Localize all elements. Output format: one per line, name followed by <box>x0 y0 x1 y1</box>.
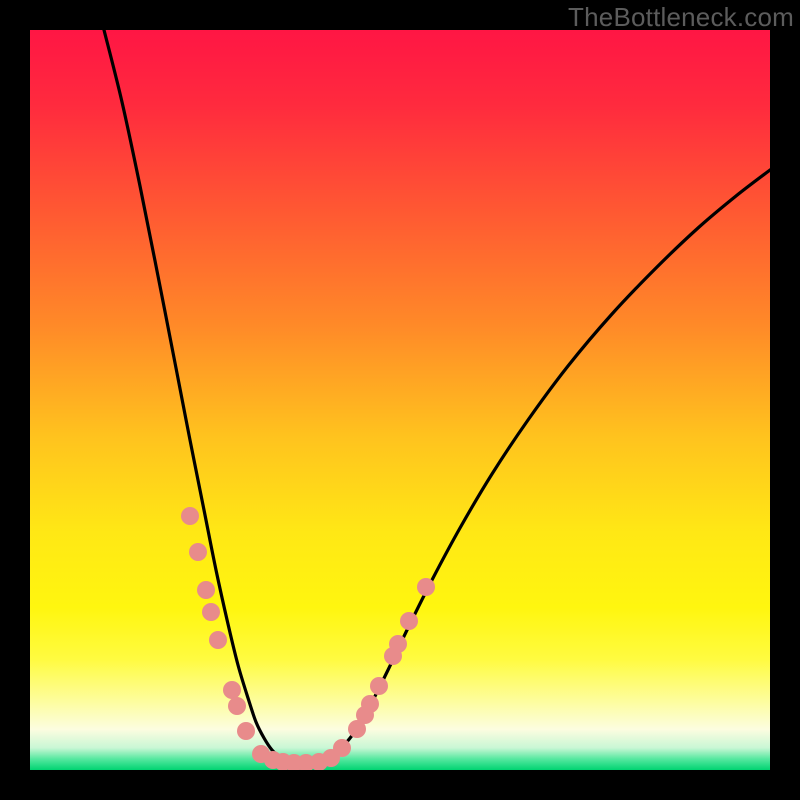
marker-point <box>417 578 435 596</box>
marker-point <box>189 543 207 561</box>
marker-point <box>223 681 241 699</box>
curve-layer <box>30 30 770 770</box>
chart-frame: TheBottleneck.com <box>0 0 800 800</box>
markers-group <box>181 507 435 770</box>
marker-point <box>400 612 418 630</box>
marker-point <box>237 722 255 740</box>
plot-area <box>30 30 770 770</box>
bottleneck-curve <box>104 30 770 764</box>
marker-point <box>228 697 246 715</box>
marker-point <box>202 603 220 621</box>
marker-point <box>389 635 407 653</box>
marker-point <box>181 507 199 525</box>
marker-point <box>361 695 379 713</box>
marker-point <box>197 581 215 599</box>
marker-point <box>370 677 388 695</box>
marker-point <box>333 739 351 757</box>
watermark-text: TheBottleneck.com <box>568 2 794 33</box>
marker-point <box>209 631 227 649</box>
